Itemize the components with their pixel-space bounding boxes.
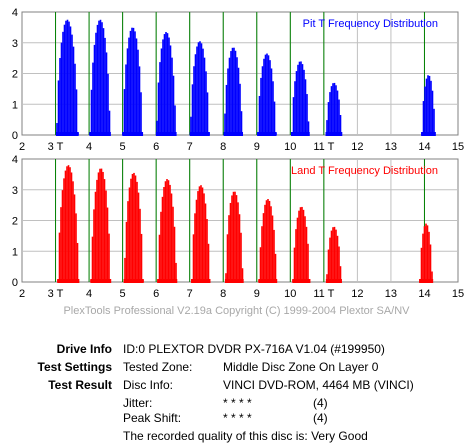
land-peak-base	[224, 279, 244, 283]
land-y-tick-label: 0	[12, 277, 18, 289]
pit-peak-base	[223, 132, 244, 136]
drive-info-label: Drive Info	[56, 342, 112, 356]
land-peak-base	[191, 279, 211, 283]
pit-peak-6T	[155, 32, 177, 136]
land-peak-9T	[258, 198, 278, 283]
tested-zone-value: Middle Disc Zone On Layer 0	[223, 360, 379, 374]
land-x-tick-label: 7	[187, 288, 193, 300]
pit-peak-4T	[89, 19, 111, 136]
jitter-score: (4)	[313, 396, 328, 410]
pit-y-tick-label: 2	[12, 69, 18, 81]
land-x-tick-label: 6	[153, 288, 159, 300]
pit-peak-11T	[325, 82, 343, 136]
peak-shift-key: Peak Shift:	[123, 411, 182, 425]
land-peak-10T	[292, 206, 311, 283]
land-peak-6T	[157, 179, 178, 283]
land-x-tick-label: 11 T	[313, 288, 334, 300]
pit-x-tick-label: 6	[153, 141, 159, 153]
pit-peak-5T	[122, 27, 144, 136]
land-peak-base	[123, 279, 144, 283]
pit-x-tick-label: 4	[86, 141, 92, 153]
pit-y-tick-label: 0	[12, 130, 18, 142]
pit-peak-14T	[421, 75, 436, 136]
pit-x-tick-label: 8	[220, 141, 226, 153]
land-x-tick-label: 12	[351, 288, 363, 300]
quality-verdict: The recorded quality of this disc is: Ve…	[123, 429, 368, 443]
pit-peak-base	[155, 132, 177, 136]
land-peak-4T	[90, 168, 112, 283]
pit-x-tick-label: 2	[19, 141, 25, 153]
land-x-tick-label: 4	[86, 288, 92, 300]
disc-info-key: Disc Info:	[123, 378, 174, 392]
pit-peak-base	[421, 132, 436, 136]
pit-peak-7T	[189, 41, 210, 136]
copyright-text: PlexTools Professional V2.19a Copyright …	[63, 305, 410, 317]
pit-peak-base	[325, 132, 343, 136]
land-x-tick-label: 15	[452, 288, 464, 300]
pit-x-tick-label: 9	[254, 141, 260, 153]
jitter-stars: * * * *	[223, 396, 252, 410]
pit-peak-base	[189, 132, 210, 136]
pit-peak-9T	[257, 53, 277, 136]
land-x-tick-label: 10	[284, 288, 296, 300]
pit-y-tick-label: 4	[12, 7, 18, 19]
land-peak-14T	[419, 223, 434, 283]
pit-x-tick-label: 5	[120, 141, 126, 153]
pit-x-tick-label: 12	[351, 141, 363, 153]
pit-peak-3T	[55, 19, 79, 136]
pit-peak-base	[55, 132, 79, 136]
land-peak-3T	[57, 165, 80, 283]
land-peak-7T	[191, 185, 211, 283]
drive-info-value: ID:0 PLEXTOR DVDR PX-716A V1.04 (#199950…	[123, 342, 385, 356]
land-peak-5T	[123, 172, 144, 283]
pit-peak-base	[89, 132, 111, 136]
pit-x-tick-label: 7	[187, 141, 193, 153]
land-peak-base	[292, 279, 311, 283]
pit-peak-base	[122, 132, 144, 136]
land-y-tick-label: 1	[12, 246, 18, 258]
land-peak-base	[419, 279, 434, 283]
pit-x-tick-label: 11 T	[313, 141, 334, 153]
land-x-tick-label: 2	[19, 288, 25, 300]
pit-peak-base	[290, 132, 310, 136]
land-y-tick-label: 4	[12, 154, 18, 166]
test-result-label: Test Result	[48, 378, 112, 392]
land-y-tick-label: 3	[12, 185, 18, 197]
pit-peak-base	[257, 132, 277, 136]
land-x-tick-label: 3 T	[48, 288, 64, 300]
land-peak-base	[90, 279, 112, 283]
disc-info-value: VINCI DVD-ROM, 4464 MB (VINCI)	[223, 378, 414, 392]
land-chart-title: Land T Frequency Distribution	[291, 165, 438, 177]
pit-y-tick-label: 1	[12, 99, 18, 111]
land-peak-8T	[224, 191, 244, 283]
peak-shift-stars: * * * *	[223, 411, 252, 425]
land-peak-11T	[325, 226, 342, 283]
land-x-tick-label: 5	[120, 288, 126, 300]
tested-zone-key: Tested Zone:	[123, 360, 193, 374]
land-peak-base	[157, 279, 178, 283]
land-x-tick-label: 14	[418, 288, 430, 300]
land-peak-base	[325, 279, 342, 283]
pit-x-tick-label: 10	[284, 141, 296, 153]
land-peak-base	[258, 279, 278, 283]
pit-peak-10T	[290, 61, 310, 136]
peak-shift-score: (4)	[313, 411, 328, 425]
land-x-tick-label: 13	[385, 288, 397, 300]
pit-y-tick-label: 3	[12, 38, 18, 50]
pit-x-tick-label: 15	[452, 141, 464, 153]
land-y-tick-label: 2	[12, 216, 18, 228]
pit-chart-title: Pit T Frequency Distribution	[303, 18, 438, 30]
jitter-key: Jitter:	[123, 396, 153, 410]
pit-x-tick-label: 13	[385, 141, 397, 153]
pit-x-tick-label: 3 T	[48, 141, 64, 153]
land-peak-base	[57, 279, 80, 283]
land-x-tick-label: 8	[220, 288, 226, 300]
land-x-tick-label: 9	[254, 288, 260, 300]
pit-peak-8T	[223, 47, 244, 136]
pit-x-tick-label: 14	[418, 141, 430, 153]
test-settings-label: Test Settings	[37, 360, 112, 374]
